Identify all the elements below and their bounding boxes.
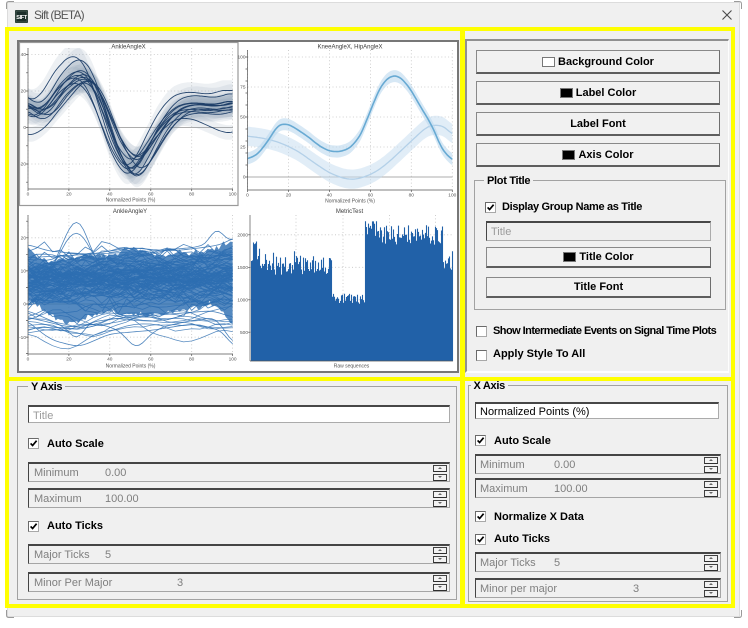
- svg-text:50: 50: [240, 115, 246, 121]
- svg-text:80: 80: [189, 192, 195, 198]
- svg-text:0: 0: [246, 193, 249, 199]
- svg-text:100: 100: [229, 357, 237, 363]
- svg-text:0: 0: [23, 125, 26, 131]
- svg-text:80: 80: [189, 357, 195, 363]
- svg-text:0: 0: [27, 357, 30, 363]
- svg-text:-10: -10: [19, 335, 26, 341]
- svg-text:0: 0: [27, 192, 30, 198]
- svg-text:Normalized Points (%): Normalized Points (%): [325, 199, 375, 205]
- svg-text:100: 100: [448, 193, 456, 199]
- svg-text:2000: 2000: [237, 233, 248, 239]
- svg-text:20: 20: [21, 89, 27, 95]
- svg-text:60: 60: [148, 192, 154, 198]
- svg-text:MetricTest: MetricTest: [336, 209, 364, 215]
- svg-text:AnkleAngleY: AnkleAngleY: [113, 209, 147, 215]
- svg-text:40: 40: [327, 193, 333, 199]
- svg-text:100: 100: [237, 55, 245, 61]
- svg-text:75: 75: [240, 85, 246, 91]
- svg-text:10: 10: [21, 269, 27, 275]
- svg-text:0: 0: [23, 302, 26, 308]
- svg-text:20: 20: [286, 193, 292, 199]
- svg-text:1500: 1500: [237, 265, 248, 271]
- svg-text:1000: 1000: [237, 298, 248, 304]
- svg-text:Raw sequences: Raw sequences: [334, 364, 370, 370]
- svg-text:40: 40: [21, 52, 27, 58]
- svg-text:60: 60: [368, 193, 374, 199]
- svg-text:40: 40: [107, 357, 113, 363]
- svg-text:-20: -20: [19, 162, 26, 168]
- svg-text:20: 20: [66, 357, 72, 363]
- svg-text:0: 0: [243, 175, 246, 181]
- svg-text:AnkleAngleX: AnkleAngleX: [111, 45, 145, 51]
- svg-text:Normalized Points (%): Normalized Points (%): [106, 364, 156, 370]
- svg-text:60: 60: [148, 357, 154, 363]
- svg-text:KneeAngleX, HipAngleX: KneeAngleX, HipAngleX: [317, 45, 382, 51]
- svg-text:20: 20: [21, 236, 27, 242]
- svg-text:SIFT: SIFT: [16, 15, 28, 21]
- svg-text:80: 80: [409, 193, 415, 199]
- svg-text:25: 25: [240, 145, 246, 151]
- svg-text:500: 500: [240, 330, 248, 336]
- svg-text:Normalized Points (%): Normalized Points (%): [106, 198, 156, 204]
- svg-text:40: 40: [107, 192, 113, 198]
- svg-text:100: 100: [229, 192, 237, 198]
- svg-text:20: 20: [66, 192, 72, 198]
